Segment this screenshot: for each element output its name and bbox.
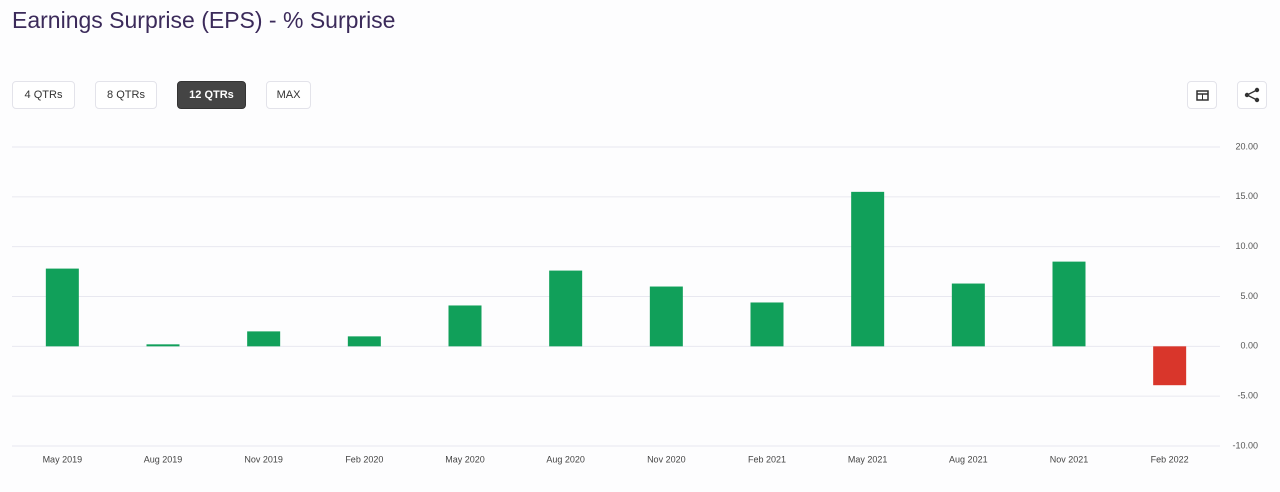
x-tick-label: Feb 2021 [748,454,786,464]
y-tick-label: 10.00 [1235,241,1258,251]
bar [951,283,985,347]
chart-title: Earnings Surprise (EPS) - % Surprise [12,7,395,33]
share-button[interactable] [1237,81,1267,109]
bar [347,336,381,347]
x-tick-label: Nov 2020 [647,454,686,464]
range-button[interactable]: MAX [266,81,311,109]
x-tick-label: Nov 2021 [1050,454,1089,464]
y-tick-label: -10.00 [1232,440,1258,450]
x-tick-label: Aug 2020 [546,454,585,464]
table-view-button[interactable] [1187,81,1217,109]
x-tick-label: Aug 2021 [949,454,988,464]
share-icon [1244,87,1260,103]
bar [750,302,784,347]
y-tick-label: 20.00 [1235,141,1258,151]
bar [1052,261,1086,347]
range-button[interactable]: 4 QTRs [12,81,75,109]
x-tick-label: May 2020 [445,454,485,464]
bar [247,331,281,347]
bar [851,191,885,347]
y-tick-label: -5.00 [1237,391,1258,401]
x-tick-label: Nov 2019 [244,454,283,464]
bar [1153,346,1187,386]
bar [549,270,583,347]
y-tick-label: 0.00 [1240,341,1258,351]
x-tick-label: May 2021 [848,454,888,464]
bar [45,268,79,347]
y-tick-label: 5.00 [1240,291,1258,301]
x-tick-label: May 2019 [43,454,83,464]
bar [146,344,180,347]
range-button[interactable]: 8 QTRs [95,81,157,109]
x-tick-label: Aug 2019 [144,454,183,464]
y-tick-label: 15.00 [1235,191,1258,201]
x-tick-label: Feb 2020 [345,454,383,464]
table-icon [1196,90,1209,101]
x-tick-label: Feb 2022 [1151,454,1189,464]
bar [649,286,683,347]
range-button[interactable]: 12 QTRs [177,81,246,109]
bar [448,305,482,347]
